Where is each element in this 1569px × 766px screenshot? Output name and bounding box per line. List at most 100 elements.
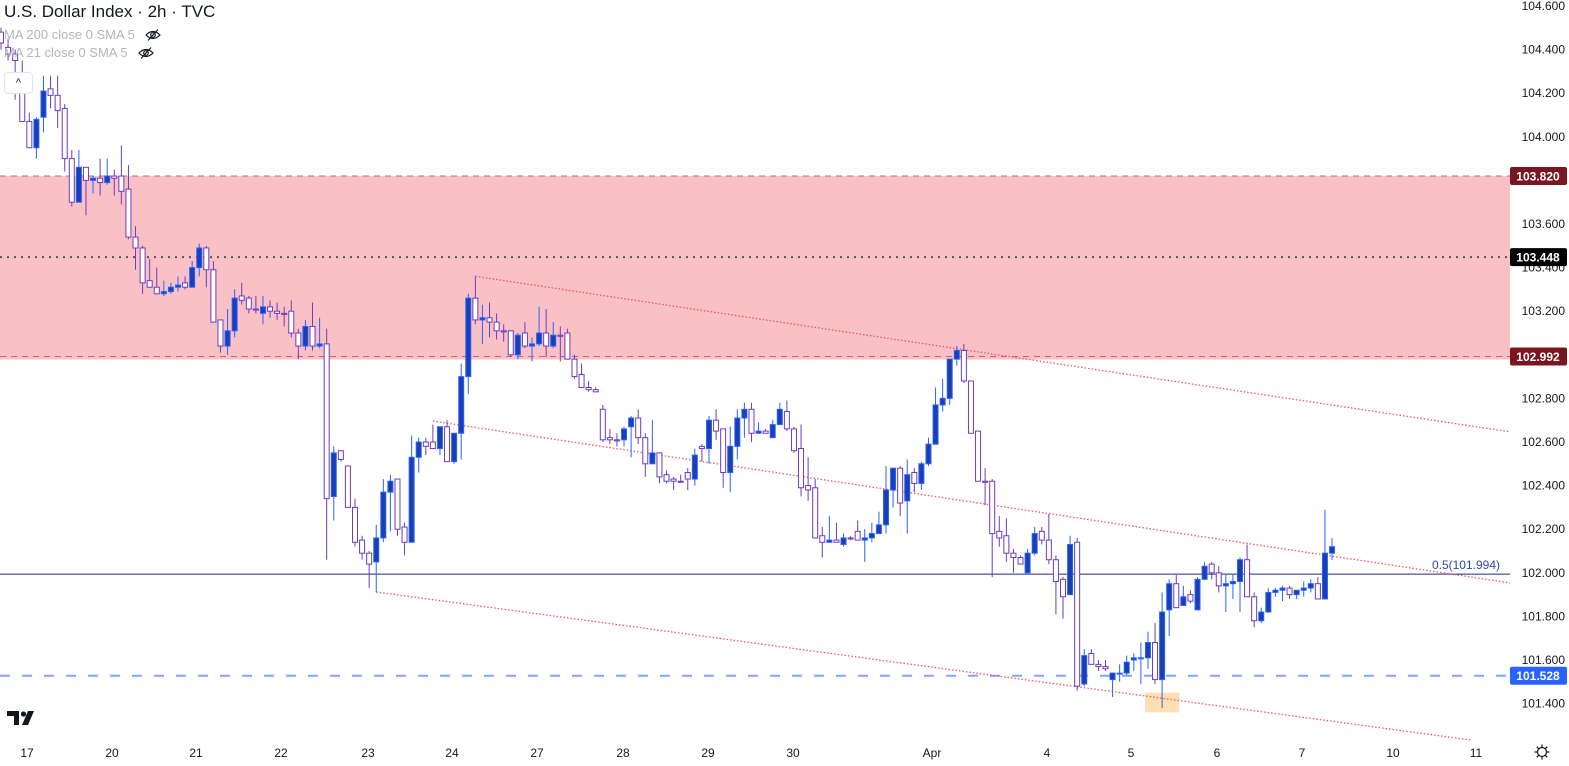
candle-body [104, 175, 111, 184]
candle [1152, 622, 1159, 684]
candle [373, 524, 380, 593]
candle-body [670, 478, 677, 482]
candle-body [68, 158, 75, 203]
candle-body [1208, 563, 1215, 574]
candle [897, 465, 904, 517]
candle-body [536, 332, 543, 345]
candle [932, 387, 939, 445]
candle-body [621, 428, 628, 441]
candle-body [861, 537, 868, 541]
candle [1031, 527, 1038, 556]
candle [890, 467, 897, 508]
candle [1307, 579, 1314, 593]
candle-body [1251, 596, 1258, 622]
candle-body [451, 432, 458, 463]
candle [946, 358, 953, 405]
candle [1130, 653, 1137, 671]
y-tick-label: 101.400 [1522, 697, 1566, 711]
candle [1109, 672, 1116, 698]
candle [429, 424, 436, 450]
candle-body [1081, 655, 1088, 685]
candle [1166, 579, 1173, 637]
candle [918, 461, 925, 490]
indicator-ma200[interactable]: MA 200 close 0 SMA 5 [4, 27, 215, 42]
candle [500, 324, 507, 342]
candle [670, 476, 677, 490]
candle-body [196, 247, 203, 269]
candle [621, 426, 628, 447]
x-tick-label: 28 [616, 746, 630, 760]
candle-body [1017, 557, 1024, 565]
collapse-legend-button[interactable]: ^ [4, 72, 33, 94]
candle [684, 468, 691, 490]
candle-body [1222, 583, 1229, 587]
candle-body [1265, 591, 1272, 613]
candle [104, 158, 111, 185]
candle-body [429, 441, 436, 450]
x-tick-label: 17 [20, 746, 34, 760]
candle [274, 302, 281, 320]
candle [337, 450, 344, 462]
candle-body [783, 410, 790, 430]
candle-body [380, 491, 387, 539]
candle-body [975, 430, 982, 482]
candle-body [217, 319, 224, 347]
candle [1017, 555, 1024, 565]
eye-off-icon[interactable] [137, 46, 154, 59]
candle [677, 474, 684, 483]
candle [182, 276, 189, 290]
candle [925, 437, 932, 466]
candle-body [323, 343, 330, 500]
eye-off-icon[interactable] [144, 28, 161, 41]
candle [628, 415, 635, 458]
candle [238, 282, 245, 305]
candle [564, 328, 571, 360]
candle-body [373, 537, 380, 563]
y-tick-label: 103.600 [1522, 217, 1566, 231]
candle-body [684, 472, 691, 480]
candle [401, 522, 408, 556]
candle [125, 165, 132, 240]
candle [1010, 548, 1017, 573]
candle [1329, 537, 1336, 560]
candle-body [925, 443, 932, 465]
candle-body [656, 452, 663, 478]
candle-body [904, 474, 911, 502]
candle-body [231, 297, 238, 332]
x-tick-label: 10 [1386, 746, 1400, 760]
candle-body [1329, 546, 1336, 554]
x-tick-label: 22 [274, 746, 288, 760]
candle-body [139, 247, 146, 284]
candle [833, 522, 840, 543]
candle-body [514, 334, 521, 356]
candle-body [592, 389, 599, 393]
y-tick-label: 104.000 [1522, 130, 1566, 144]
candle-body [720, 428, 727, 474]
candle [698, 444, 705, 462]
candle-body [203, 247, 210, 271]
candle [543, 309, 550, 357]
candle [1272, 588, 1279, 597]
candle-body [1258, 611, 1265, 622]
candle [408, 435, 415, 543]
candle-body [436, 426, 443, 450]
candle-body [599, 408, 606, 441]
candle [479, 304, 486, 344]
candle [769, 420, 776, 439]
candle-body [295, 332, 302, 347]
x-tick-label: Apr [923, 746, 942, 760]
indicator-label: MA 200 close 0 SMA 5 [4, 27, 135, 42]
candle [82, 166, 89, 216]
indicator-ma21[interactable]: MA 21 close 0 SMA 5 [4, 45, 215, 60]
candle [1045, 513, 1052, 565]
candle [344, 465, 351, 508]
candle-body [727, 445, 734, 474]
zone-bottom-badge-bg [1510, 347, 1567, 366]
candle-body [776, 408, 783, 426]
candle [805, 457, 812, 501]
settings-gear-icon[interactable] [1534, 744, 1550, 760]
candle [1180, 585, 1187, 607]
candle-body [40, 90, 47, 118]
candle [953, 346, 960, 366]
